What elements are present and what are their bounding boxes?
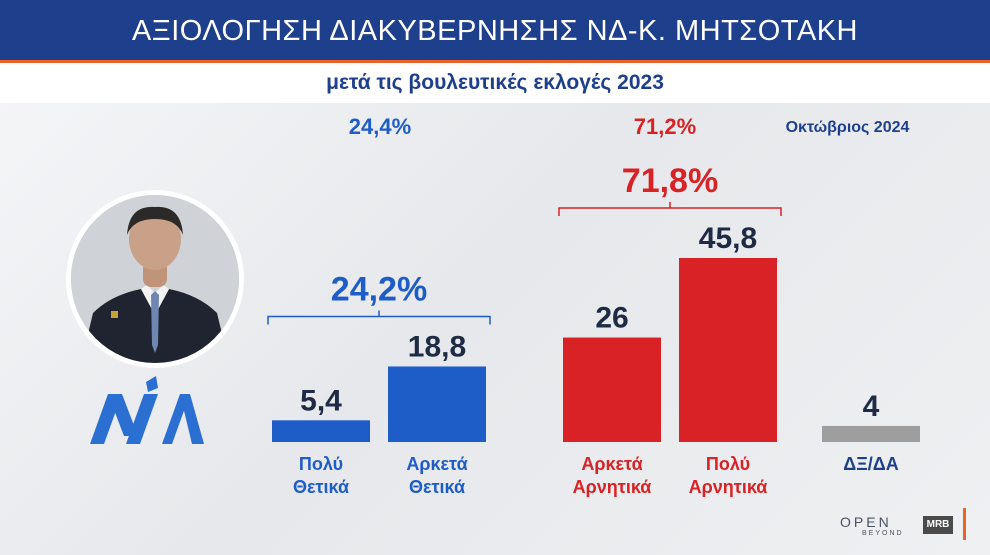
page-title: ΑΞΙΟΛΟΓΗΣΗ ΔΙΑΚΥΒΕΡΝΗΣΗΣ ΝΔ-Κ. ΜΗΤΣΟΤΑΚΗ [132,15,858,47]
bar-fairly_negative [563,337,661,442]
nd-party-logo [90,376,204,444]
previous-negative-total: 71,2% [633,114,697,139]
brand-accent-bar [963,508,966,540]
mrb-logo: MRB [923,516,953,534]
open-channel-tagline: BEYOND [862,530,904,537]
bar-dk_na [822,425,920,442]
category-label-fairly_positive: Αρκετά [406,454,467,474]
group-bracket-negative [558,202,782,216]
bar-value-very_positive: 5,4 [300,384,342,417]
group-bracket-positive [267,310,491,325]
header-bar [0,0,990,60]
category-label-dk_na: ΔΞ/ΔΑ [843,454,898,474]
category-label-very_positive: Πολύ [299,454,343,474]
bar-value-dk_na: 4 [863,390,880,423]
date-label: Οκτώβριος 2024 [785,119,910,136]
bar-value-fairly_negative: 26 [595,302,628,335]
portrait-photo [66,190,244,368]
group-total-negative: 71,8% [622,162,718,200]
subtitle-bar [0,63,990,103]
person-silhouette-icon [71,195,239,363]
previous-positive-total: 24,4% [348,114,412,139]
bar-value-fairly_positive: 18,8 [408,330,466,363]
header-accent-line [0,60,990,63]
bar-very_positive [272,420,370,442]
category-label-very_negative: Πολύ [706,454,750,474]
open-channel-logo: OPEN [840,514,892,530]
category-label-very_negative: Αρνητικά [689,477,768,497]
bar-value-very_negative: 45,8 [699,222,757,255]
category-label-fairly_negative: Αρνητικά [573,477,652,497]
bar-fairly_positive [388,366,486,442]
category-label-fairly_negative: Αρκετά [581,454,642,474]
category-label-fairly_positive: Θετικά [409,477,465,497]
category-label-very_positive: Θετικά [293,477,349,497]
group-total-positive: 24,2% [331,270,427,308]
page-subtitle: μετά τις βουλευτικές εκλογές 2023 [326,71,664,94]
bar-very_negative [679,258,777,442]
